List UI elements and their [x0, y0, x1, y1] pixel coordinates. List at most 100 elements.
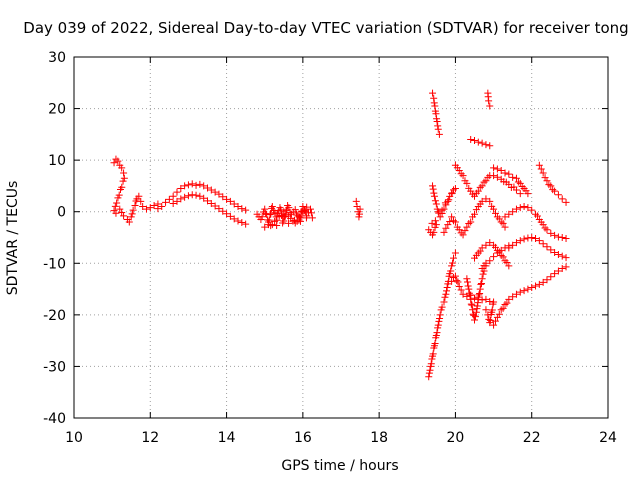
data-point [512, 186, 520, 194]
data-point [258, 213, 266, 221]
data-point [551, 270, 559, 278]
data-point [490, 172, 498, 180]
data-point [425, 373, 433, 381]
axis-ticks: 10 12 14 16 18 20 22 24 30 20 10 0 -10 -20 -30 -40 [43, 50, 617, 446]
data-point [476, 290, 484, 297]
data-point [428, 355, 436, 363]
data-point [120, 174, 128, 182]
data-point [484, 173, 492, 181]
data-point [447, 267, 455, 275]
data-point [429, 89, 437, 97]
data-point [543, 243, 551, 251]
data-point [547, 229, 555, 237]
data-point [435, 209, 443, 217]
data-point [478, 139, 486, 147]
data-point [467, 291, 475, 299]
data-point [463, 223, 471, 231]
data-point [355, 210, 363, 218]
data-point [200, 182, 208, 190]
data-point [238, 219, 246, 227]
data-point [211, 202, 219, 210]
data-point [177, 195, 185, 203]
data-point [118, 164, 126, 172]
series-pass-17 [505, 234, 570, 262]
series-pass-1 [110, 155, 162, 226]
x-tick-label: 12 [141, 430, 159, 446]
data-point [112, 209, 120, 217]
data-point [184, 192, 192, 200]
series-pass-4 [253, 202, 316, 231]
data-point [469, 306, 477, 314]
data-point [528, 234, 536, 241]
data-point [551, 187, 559, 195]
data-point [285, 204, 293, 212]
data-point [129, 206, 137, 214]
data-point [234, 217, 242, 225]
series-pass-3 [169, 191, 250, 228]
data-point [204, 197, 211, 205]
data-point [150, 202, 158, 210]
x-tick-label: 22 [523, 430, 541, 446]
data-point [268, 203, 276, 211]
y-tick-label: -10 [43, 256, 66, 272]
data-point [300, 207, 308, 215]
data-point [114, 194, 122, 202]
data-point [116, 186, 124, 194]
data-point [261, 223, 269, 231]
data-point [307, 209, 315, 217]
data-point [524, 285, 532, 293]
data-point [277, 211, 285, 219]
x-tick-label: 14 [218, 430, 236, 446]
data-point [533, 212, 541, 220]
data-marks [110, 89, 570, 381]
data-point [497, 306, 505, 314]
y-tick-label: -30 [43, 359, 66, 375]
data-point [532, 235, 540, 243]
data-point [478, 182, 486, 190]
data-point [491, 317, 499, 325]
data-point [505, 295, 513, 303]
data-point [162, 198, 170, 206]
data-point [535, 280, 543, 288]
data-point [490, 205, 498, 213]
data-point [478, 296, 486, 304]
data-point [478, 197, 486, 205]
data-point [125, 218, 133, 226]
series-pass-5 [352, 197, 364, 221]
data-point [453, 277, 461, 285]
data-point [554, 251, 562, 259]
data-point [434, 122, 442, 130]
data-point [505, 262, 513, 270]
data-point [465, 220, 473, 228]
y-tick-label: -20 [43, 308, 66, 324]
data-point [547, 182, 555, 190]
data-point [120, 212, 128, 220]
data-point [428, 219, 436, 227]
data-point [539, 240, 547, 248]
data-point [554, 191, 562, 199]
y-tick-label: 30 [48, 50, 66, 66]
data-point [207, 186, 215, 194]
data-point [516, 237, 524, 245]
data-point [558, 234, 566, 241]
data-point [486, 142, 494, 150]
data-point [430, 228, 438, 236]
data-point [448, 277, 456, 285]
data-point [432, 110, 440, 118]
data-point [471, 313, 479, 321]
data-point [139, 203, 147, 211]
series-pass-6 [429, 89, 443, 138]
data-point [516, 190, 524, 198]
data-point [443, 287, 451, 295]
x-tick-label: 18 [370, 430, 388, 446]
data-point [537, 165, 545, 173]
data-point [454, 278, 462, 286]
data-point [272, 213, 280, 221]
data-point [486, 298, 494, 306]
data-point [223, 195, 231, 203]
data-point [434, 125, 442, 133]
data-point [196, 180, 204, 188]
data-point [551, 231, 559, 239]
data-point [543, 226, 551, 234]
data-point [111, 202, 119, 210]
